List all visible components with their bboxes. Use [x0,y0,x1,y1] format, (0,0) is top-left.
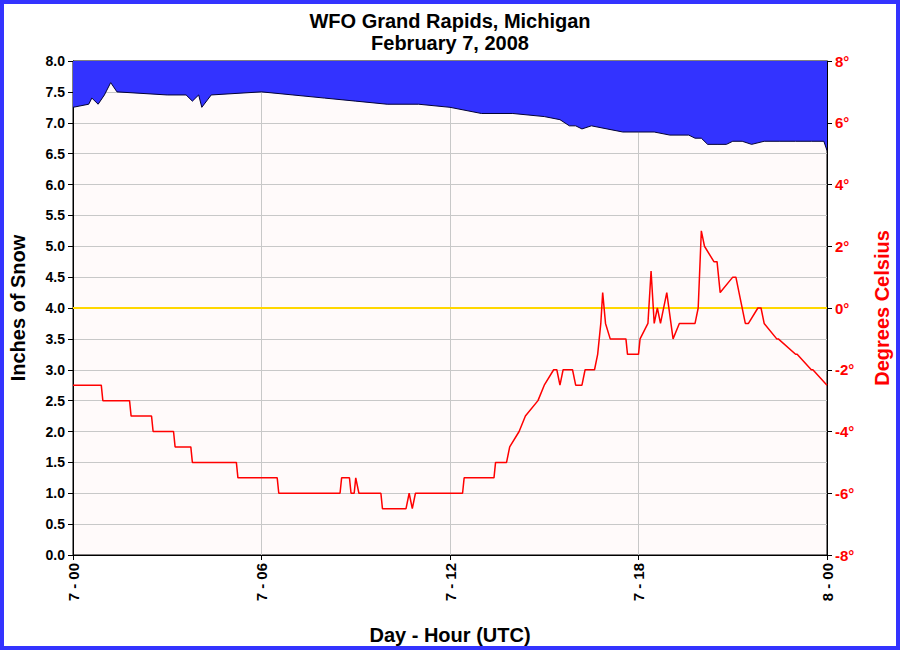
svg-text:8 - 00: 8 - 00 [819,563,836,601]
svg-text:0.5: 0.5 [46,516,66,532]
svg-text:Day - Hour (UTC): Day - Hour (UTC) [369,624,530,646]
svg-text:3.5: 3.5 [46,331,66,347]
svg-text:2.0: 2.0 [46,424,66,440]
svg-text:Degrees Celsius: Degrees Celsius [871,230,893,386]
svg-text:7 - 18: 7 - 18 [630,563,647,601]
svg-text:-8°: -8° [835,547,854,564]
svg-text:7 - 06: 7 - 06 [253,563,270,601]
svg-text:7 - 12: 7 - 12 [442,563,459,601]
svg-text:-4°: -4° [835,423,854,440]
svg-text:0.0: 0.0 [46,547,66,563]
svg-text:-6°: -6° [835,485,854,502]
svg-text:7.5: 7.5 [46,84,66,100]
svg-text:2.5: 2.5 [46,393,66,409]
svg-text:5.0: 5.0 [46,238,66,254]
svg-text:3.0: 3.0 [46,362,66,378]
svg-text:Inches of Snow: Inches of Snow [7,234,29,381]
svg-text:6.0: 6.0 [46,177,66,193]
svg-text:WFO Grand Rapids, Michigan: WFO Grand Rapids, Michigan [309,10,590,32]
svg-text:2°: 2° [835,238,849,255]
svg-text:-2°: -2° [835,361,854,378]
svg-text:8.0: 8.0 [46,53,66,69]
svg-text:1.5: 1.5 [46,454,66,470]
svg-text:1.0: 1.0 [46,485,66,501]
svg-text:4.5: 4.5 [46,269,66,285]
svg-text:February 7, 2008: February 7, 2008 [371,32,529,54]
svg-text:5.5: 5.5 [46,207,66,223]
svg-text:7.0: 7.0 [46,115,66,131]
svg-text:6°: 6° [835,114,849,131]
svg-text:0°: 0° [835,300,849,317]
svg-text:4.0: 4.0 [46,300,66,316]
svg-text:4°: 4° [835,176,849,193]
svg-text:6.5: 6.5 [46,146,66,162]
svg-text:7 - 00: 7 - 00 [65,563,82,601]
svg-text:8°: 8° [835,53,849,70]
